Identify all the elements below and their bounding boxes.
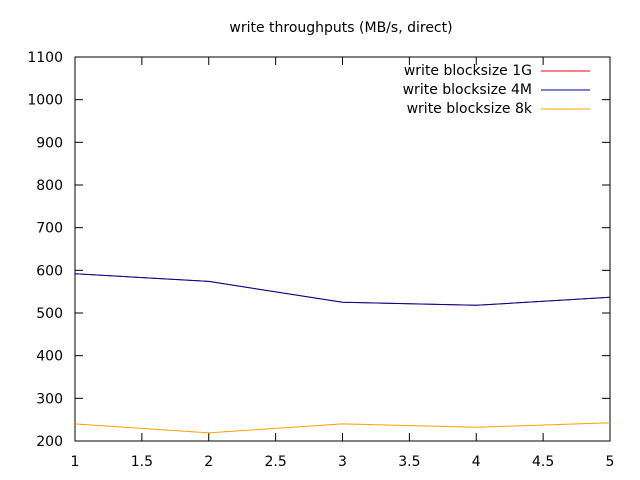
legend-label: write blocksize 1G [404, 63, 532, 79]
y-tick-label: 800 [36, 178, 63, 194]
x-tick-label: 2 [204, 454, 213, 470]
series-line-1 [74, 273, 611, 306]
chart-title: write throughputs (MB/s, direct) [229, 20, 452, 36]
y-tick-label: 500 [36, 306, 63, 322]
x-tick-label: 2.5 [264, 454, 286, 470]
x-tick-label: 3 [338, 454, 347, 470]
series-line-2 [74, 422, 611, 434]
y-tick-label: 900 [36, 135, 63, 151]
x-tick-label: 4 [472, 454, 481, 470]
y-tick-label: 400 [36, 349, 63, 365]
y-tick-label: 300 [36, 391, 63, 407]
x-tick-label: 3.5 [398, 454, 420, 470]
y-tick-label: 700 [36, 221, 63, 237]
y-tick-label: 200 [36, 434, 63, 450]
y-tick-label: 1000 [27, 93, 63, 109]
legend-label: write blocksize 4M [403, 82, 532, 98]
legend-label: write blocksize 8k [407, 101, 533, 117]
series-lines [74, 273, 611, 434]
axis-ticks: 200 300 400 500 600 700 800 900 1000 1100 1 1.5 2 2.5… [27, 50, 614, 470]
x-tick-label: 4.5 [532, 454, 554, 470]
x-tick-label: 1 [71, 454, 80, 470]
x-tick-label: 5 [606, 454, 615, 470]
y-tick-label: 600 [36, 263, 63, 279]
x-tick-label: 1.5 [131, 454, 153, 470]
y-tick-label: 1100 [27, 50, 63, 66]
legend: write blocksize 1G write blocksize 4M writ… [403, 63, 590, 117]
